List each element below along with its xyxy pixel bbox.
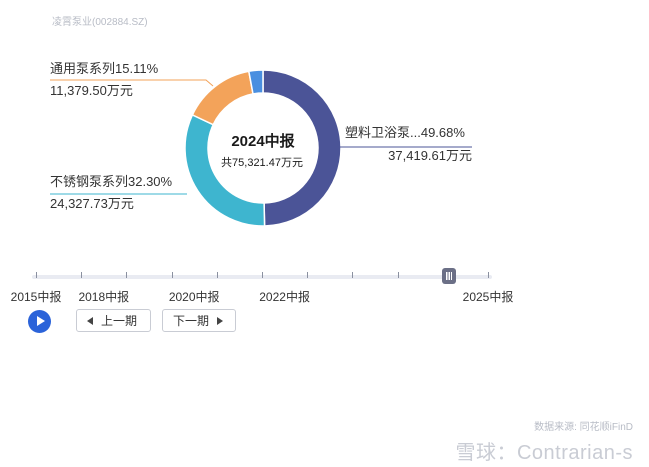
timeline-tick bbox=[307, 272, 309, 278]
label-slice-2-name: 通用泵系列15.11% bbox=[50, 61, 159, 76]
timeline-tick bbox=[171, 272, 173, 278]
slice-2[interactable] bbox=[191, 70, 254, 126]
timeline-label[interactable]: 2015中报 bbox=[10, 290, 62, 304]
label-slice-1-name: 不锈钢泵系列32.30% bbox=[50, 174, 173, 189]
timeline-tick bbox=[262, 272, 263, 278]
timeline-label[interactable]: 2025中报 bbox=[462, 290, 514, 304]
arrow-left-icon bbox=[87, 316, 93, 325]
timeline-tick bbox=[216, 272, 218, 278]
label-slice-1-value: 24,327.73万元 bbox=[50, 196, 134, 211]
leader-line-2 bbox=[50, 79, 214, 87]
timeline-label[interactable]: 2018中报 bbox=[78, 290, 130, 304]
next-period-label: 下一期 bbox=[173, 314, 210, 328]
slice-3[interactable] bbox=[247, 69, 264, 95]
play-button[interactable] bbox=[28, 310, 51, 333]
company-title: 凌霄泵业(002884.SZ) bbox=[52, 17, 148, 28]
timeline-tick bbox=[397, 272, 399, 278]
watermark: 雪球：Contrarian-s bbox=[455, 442, 633, 464]
label-slice-0-value: 37,419.61万元 bbox=[388, 148, 472, 163]
next-period-button[interactable]: 下一期 bbox=[162, 309, 236, 332]
slice-1[interactable] bbox=[184, 113, 266, 227]
arrow-right-icon bbox=[217, 316, 224, 325]
label-slice-2-value: 11,379.50万元 bbox=[50, 83, 133, 98]
timeline-label[interactable]: 2020中报 bbox=[168, 290, 220, 304]
center-title: 2024中报 bbox=[231, 132, 294, 150]
timeline[interactable]: 2015中报 2018中报 2020中报 2022中报 2025中报 bbox=[11, 262, 513, 304]
previous-period-label: 上一期 bbox=[101, 314, 138, 328]
timeline-tick bbox=[81, 272, 83, 278]
center-total: 共75,321.47万元 bbox=[221, 156, 303, 169]
timeline-handle[interactable] bbox=[441, 268, 456, 284]
slice-0[interactable] bbox=[262, 69, 342, 227]
timeline-tick bbox=[488, 272, 489, 278]
data-source: 数据来源: 同花顺iFinD bbox=[534, 422, 633, 433]
label-slice-0-name: 塑料卫浴泵...49.68% bbox=[345, 125, 465, 140]
previous-period-button[interactable]: 上一期 bbox=[76, 309, 151, 332]
timeline-label[interactable]: 2022中报 bbox=[259, 290, 310, 304]
timeline-tick bbox=[36, 272, 37, 278]
timeline-tick bbox=[352, 272, 354, 278]
timeline-tick bbox=[126, 272, 128, 278]
